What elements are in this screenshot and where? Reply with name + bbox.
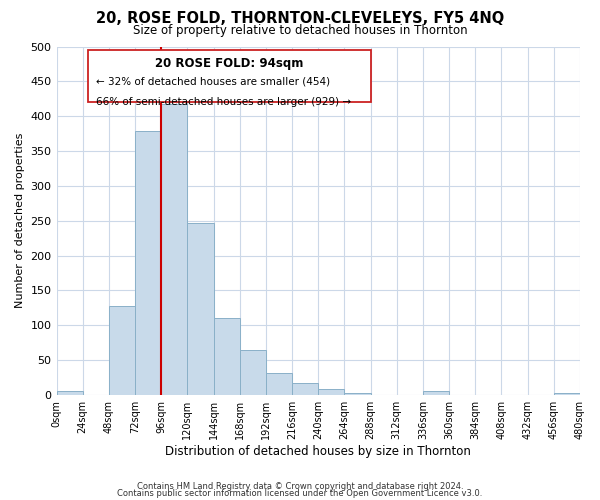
Text: ← 32% of detached houses are smaller (454): ← 32% of detached houses are smaller (45… — [96, 76, 330, 86]
Bar — [109, 306, 135, 395]
Text: Contains public sector information licensed under the Open Government Licence v3: Contains public sector information licen… — [118, 489, 482, 498]
Y-axis label: Number of detached properties: Number of detached properties — [15, 133, 25, 308]
Bar — [56, 392, 83, 395]
Text: 66% of semi-detached houses are larger (929) →: 66% of semi-detached houses are larger (… — [96, 97, 351, 107]
Bar — [554, 394, 580, 395]
Bar — [423, 390, 449, 395]
FancyBboxPatch shape — [88, 50, 371, 102]
Text: Size of property relative to detached houses in Thornton: Size of property relative to detached ho… — [133, 24, 467, 37]
Bar — [161, 104, 187, 395]
Text: 20 ROSE FOLD: 94sqm: 20 ROSE FOLD: 94sqm — [155, 57, 304, 70]
Text: 20, ROSE FOLD, THORNTON-CLEVELEYS, FY5 4NQ: 20, ROSE FOLD, THORNTON-CLEVELEYS, FY5 4… — [96, 11, 504, 26]
Bar — [135, 132, 161, 395]
Bar — [266, 373, 292, 395]
Bar — [318, 390, 344, 395]
Bar — [187, 223, 214, 395]
Bar — [214, 318, 240, 395]
Bar — [344, 392, 371, 395]
Bar — [292, 383, 318, 395]
X-axis label: Distribution of detached houses by size in Thornton: Distribution of detached houses by size … — [166, 444, 471, 458]
Bar — [240, 350, 266, 395]
Text: Contains HM Land Registry data © Crown copyright and database right 2024.: Contains HM Land Registry data © Crown c… — [137, 482, 463, 491]
